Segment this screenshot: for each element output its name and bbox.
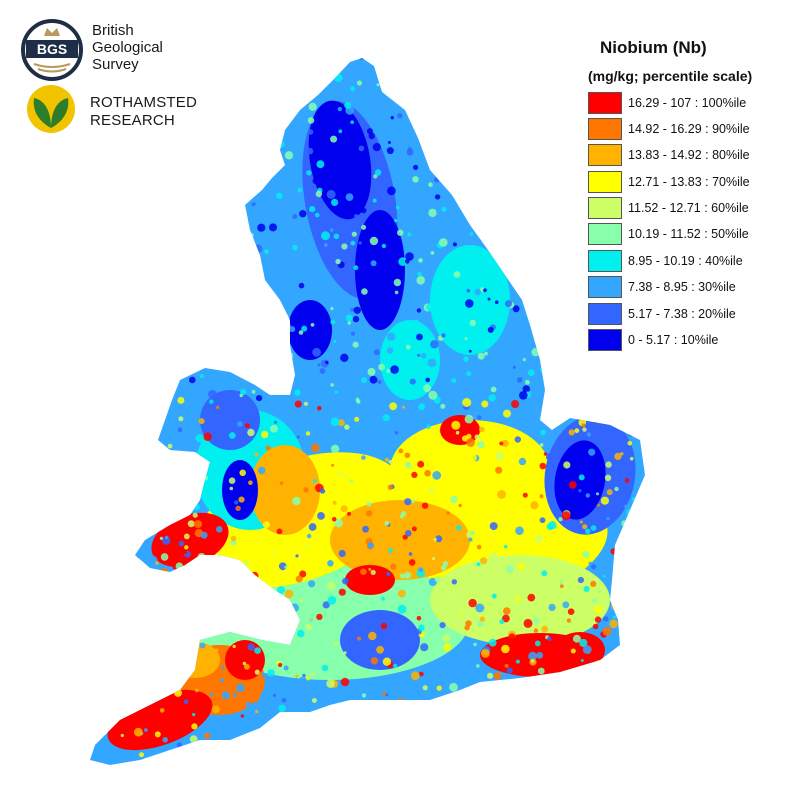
legend-label: 5.17 - 7.38 : 20%ile: [628, 306, 736, 321]
bgs-badge-text: BGS: [37, 41, 67, 57]
map-region: [555, 632, 605, 668]
legend-swatch: [588, 197, 622, 220]
legend-item: 0 - 5.17 : 10%ile: [588, 328, 793, 353]
map-region: [151, 512, 229, 568]
logos: BGS British Geological Survey ROTHAMSTED…: [20, 18, 220, 148]
map-region: [340, 610, 420, 670]
legend-item: 8.95 - 10.19 : 40%ile: [588, 248, 793, 273]
legend-label: 7.38 - 8.95 : 30%ile: [628, 280, 736, 295]
legend-item: 14.92 - 16.29 : 90%ile: [588, 116, 793, 141]
rothamsted-name-line-2: RESEARCH: [90, 112, 175, 129]
legend-label: 14.92 - 16.29 : 90%ile: [628, 121, 750, 136]
legend-label: 8.95 - 10.19 : 40%ile: [628, 253, 743, 268]
map-region: [250, 445, 320, 535]
legend-label: 12.71 - 13.83 : 70%ile: [628, 174, 750, 189]
rothamsted-name: ROTHAMSTED RESEARCH: [90, 94, 197, 130]
map-region: [222, 460, 258, 520]
legend-swatch: [588, 91, 622, 114]
legend-item: 13.83 - 14.92 : 80%ile: [588, 143, 793, 168]
legend-swatch: [588, 249, 622, 272]
legend: Niobium (Nb) (mg/kg; percentile scale) 1…: [588, 38, 793, 354]
legend-item: 7.38 - 8.95 : 30%ile: [588, 275, 793, 300]
legend-label: 0 - 5.17 : 10%ile: [628, 333, 719, 348]
bgs-logo: BGS: [21, 19, 83, 81]
legend-swatch: [588, 144, 622, 167]
legend-item: 12.71 - 13.83 : 70%ile: [588, 169, 793, 194]
bgs-name-line-3: Survey: [92, 56, 139, 73]
map-region: [355, 210, 405, 330]
legend-item: 10.19 - 11.52 : 50%ile: [588, 222, 793, 247]
map-region: [170, 642, 220, 678]
legend-swatch: [588, 223, 622, 246]
map-region: [380, 320, 440, 400]
legend-label: 11.52 - 12.71 : 60%ile: [628, 201, 749, 216]
bgs-name: British Geological Survey: [92, 22, 163, 73]
legend-swatch: [588, 329, 622, 352]
rothamsted-name-line-1: ROTHAMSTED: [90, 94, 197, 111]
bgs-name-line-1: British: [92, 22, 134, 39]
legend-item: 16.29 - 107 : 100%ile: [588, 90, 793, 115]
map-region: [345, 565, 395, 595]
legend-item: 5.17 - 7.38 : 20%ile: [588, 301, 793, 326]
legend-label: 10.19 - 11.52 : 50%ile: [628, 227, 749, 242]
legend-subtitle: (mg/kg; percentile scale): [588, 68, 753, 84]
legend-swatch: [588, 276, 622, 299]
map-region: [554, 440, 606, 520]
legend-label: 16.29 - 107 : 100%ile: [628, 95, 747, 110]
legend-items: 16.29 - 107 : 100%ile 14.92 - 16.29 : 90%…: [588, 90, 793, 353]
bgs-name-line-2: Geological: [92, 39, 163, 56]
legend-swatch: [588, 117, 622, 140]
map-region: [288, 300, 332, 360]
legend-swatch: [588, 302, 622, 325]
rothamsted-logo: [27, 85, 75, 133]
legend-item: 11.52 - 12.71 : 60%ile: [588, 196, 793, 221]
map-region: [330, 500, 470, 580]
map-region: [308, 100, 372, 220]
legend-label: 13.83 - 14.92 : 80%ile: [628, 148, 750, 163]
legend-swatch: [588, 170, 622, 193]
legend-title: Niobium (Nb): [600, 38, 707, 57]
map-region: [200, 390, 260, 450]
